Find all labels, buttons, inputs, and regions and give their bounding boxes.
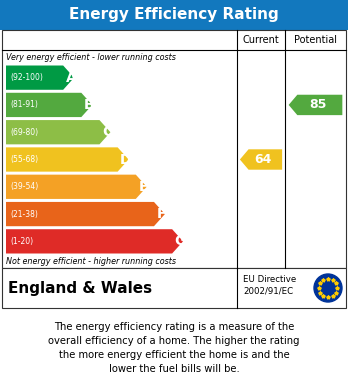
Text: Not energy efficient - higher running costs: Not energy efficient - higher running co… — [6, 257, 176, 266]
Text: EU Directive
2002/91/EC: EU Directive 2002/91/EC — [243, 274, 296, 295]
Text: (55-68): (55-68) — [10, 155, 38, 164]
Circle shape — [314, 274, 342, 302]
Polygon shape — [6, 229, 183, 253]
Text: D: D — [120, 152, 131, 167]
Text: Energy Efficiency Rating: Energy Efficiency Rating — [69, 7, 279, 23]
Bar — [0, 0, 348, 30]
Text: Very energy efficient - lower running costs: Very energy efficient - lower running co… — [6, 52, 176, 61]
Text: E: E — [139, 180, 148, 194]
Text: Current: Current — [243, 35, 279, 45]
Polygon shape — [6, 93, 92, 117]
Text: B: B — [84, 98, 94, 112]
Text: G: G — [174, 234, 185, 248]
Text: (81-91): (81-91) — [10, 100, 38, 109]
Polygon shape — [6, 120, 110, 144]
Text: (21-38): (21-38) — [10, 210, 38, 219]
Text: 64: 64 — [254, 153, 272, 166]
Polygon shape — [6, 66, 74, 90]
Text: F: F — [157, 207, 166, 221]
Text: (69-80): (69-80) — [10, 128, 38, 137]
Text: (92-100): (92-100) — [10, 73, 43, 82]
Polygon shape — [6, 147, 128, 172]
Text: (39-54): (39-54) — [10, 182, 38, 191]
Text: C: C — [102, 125, 112, 139]
Bar — [2, 268, 346, 308]
Text: The energy efficiency rating is a measure of the
overall efficiency of a home. T: The energy efficiency rating is a measur… — [48, 321, 300, 373]
Text: (1-20): (1-20) — [10, 237, 33, 246]
Polygon shape — [6, 175, 147, 199]
Polygon shape — [6, 202, 165, 226]
Bar — [2, 30, 346, 268]
Text: 85: 85 — [309, 99, 327, 111]
Text: Potential: Potential — [294, 35, 337, 45]
Text: A: A — [65, 71, 76, 84]
Text: England & Wales: England & Wales — [8, 280, 152, 296]
Polygon shape — [240, 149, 282, 170]
Polygon shape — [288, 95, 342, 115]
